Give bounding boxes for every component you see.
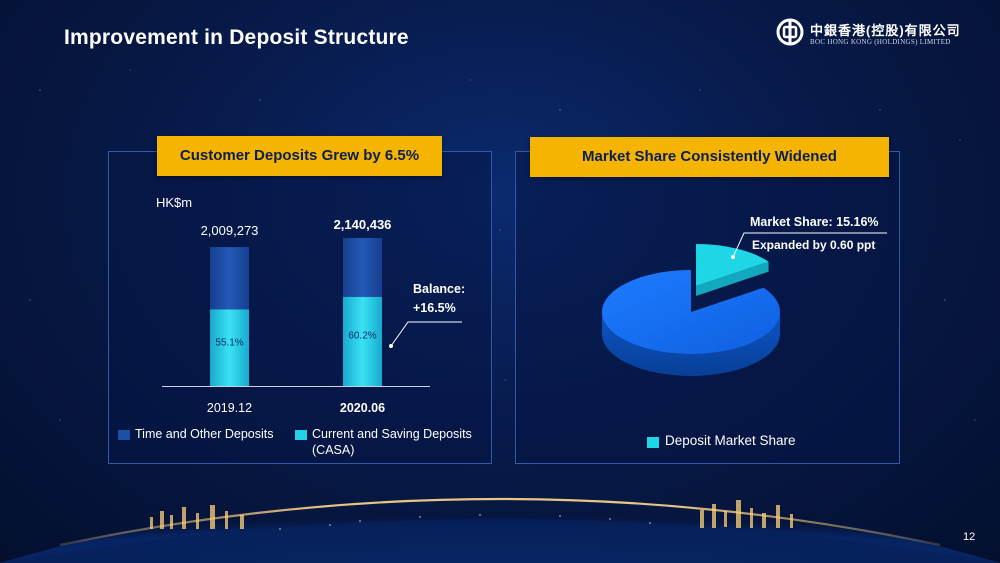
y-unit-label: HK$m <box>156 195 192 210</box>
company-logo: 中銀香港(控股)有限公司 BOC HONG KONG (HOLDINGS) LI… <box>776 18 986 50</box>
legend-swatch-time-deposits <box>118 430 130 440</box>
bar-time-deposits-1 <box>343 238 382 297</box>
market-share-banner: Market Share Consistently Widened <box>530 137 889 177</box>
pie-main-side <box>602 312 780 376</box>
deposits-panel <box>108 151 492 464</box>
balance-leader-dot <box>389 344 393 348</box>
legend-label-market-share: Deposit Market Share <box>665 433 796 448</box>
pie-slice-side <box>696 261 769 297</box>
earth-horizon-illustration <box>0 489 1000 563</box>
logo-english-name: BOC HONG KONG (HOLDINGS) LIMITED <box>810 38 951 46</box>
pie-leader-dot <box>731 255 735 259</box>
legend-swatch-market-share <box>647 437 659 448</box>
slide-title: Improvement in Deposit Structure <box>64 26 409 49</box>
logo-chinese-name: 中銀香港(控股)有限公司 <box>810 23 961 38</box>
bar-chart: 55.1% 2,009,273 2019.12 60.2% 2,140,436 2020.… <box>201 217 392 415</box>
legend-swatch-casa <box>295 430 307 440</box>
balance-leader-line <box>390 321 462 347</box>
page-number: 12 <box>963 531 976 543</box>
bar-time-deposits-0 <box>210 247 249 310</box>
pie-slice-remaining <box>602 270 780 355</box>
bar-casa-1 <box>343 296 382 386</box>
pie-slice-market-share <box>696 244 769 287</box>
market-share-callout: Market Share: 15.16% <box>750 215 879 229</box>
pie-leader-line <box>732 232 887 258</box>
market-share-expansion: Expanded by 0.60 ppt <box>752 238 875 252</box>
category-label-0: 2019.12 <box>207 401 252 415</box>
total-label-1: 2,140,436 <box>334 217 392 232</box>
legend-label-time-deposits: Time and Other Deposits <box>135 427 274 441</box>
casa-percent-label-1: 60.2% <box>348 330 376 341</box>
total-label-0: 2,009,273 <box>201 223 259 238</box>
legend-label-casa: Current and Saving Deposits (CASA) <box>312 427 472 457</box>
boc-logo-icon <box>776 18 804 46</box>
pie-chart <box>602 244 780 376</box>
casa-percent-label-0: 55.1% <box>215 338 243 349</box>
balance-annotation-label: Balance: <box>413 282 465 296</box>
bar-casa-0 <box>210 309 249 386</box>
category-label-1: 2020.06 <box>340 401 385 415</box>
balance-annotation-value: +16.5% <box>413 301 456 315</box>
deposits-growth-banner: Customer Deposits Grew by 6.5% <box>157 136 442 176</box>
